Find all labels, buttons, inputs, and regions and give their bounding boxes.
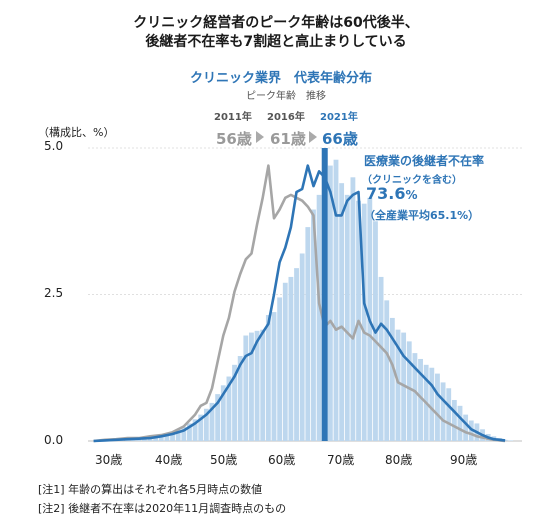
bar-2021 — [463, 414, 469, 441]
bar-2021 — [198, 414, 204, 441]
bar-2021 — [316, 194, 322, 441]
successor-rate-value: 73.6 — [366, 184, 406, 203]
bar-2021 — [271, 312, 277, 441]
bar-2021 — [192, 419, 198, 441]
x-tick-label: 90歳 — [450, 453, 478, 467]
peak-age-2021: 66歳 — [322, 130, 358, 148]
bar-2021 — [311, 209, 316, 441]
bar-2021 — [260, 329, 266, 441]
y-tick-label: 5.0 — [44, 139, 64, 153]
bar-2021 — [288, 276, 294, 441]
peak-year-2016: 2016年 — [267, 112, 305, 123]
bar-2021 — [361, 203, 367, 441]
bar-2021 — [339, 183, 345, 441]
note-1: [注1] 年齢の算出はそれぞれ各5月時点の数値 — [38, 483, 263, 496]
bar-2021 — [412, 353, 418, 441]
peak-2021-line — [321, 148, 328, 441]
bar-2021 — [158, 435, 164, 441]
bar-2021 — [389, 317, 395, 441]
bar-2021 — [226, 376, 232, 441]
bar-2021 — [232, 364, 237, 441]
bar-2021 — [153, 436, 159, 441]
bar-2021 — [170, 432, 175, 441]
bar-2021 — [249, 332, 254, 441]
note-2: [注2] 後継者不在率は2020年11月調査時点のもの — [38, 502, 287, 515]
bar-2021 — [406, 341, 412, 441]
bar-2021 — [203, 408, 209, 441]
bar-2021 — [435, 373, 440, 441]
headline-line-2: 後継者不在率も7割超と高止まりしている — [145, 34, 407, 50]
x-tick-label: 70歳 — [327, 453, 355, 467]
bar-2021 — [508, 440, 514, 441]
bar-2021 — [378, 276, 384, 441]
bar-2021 — [299, 253, 305, 441]
bar-2021 — [237, 356, 243, 441]
peak-year-2011: 2011年 — [214, 112, 252, 123]
arrow-right-icon — [256, 131, 264, 143]
bar-2021 — [418, 358, 423, 441]
y-axis-unit: （構成比、%） — [38, 126, 115, 139]
bar-2021 — [446, 388, 452, 441]
bar-2021 — [333, 159, 339, 441]
bar-2021 — [265, 315, 271, 441]
series-line-2016年 — [93, 164, 506, 443]
bar-2021 — [451, 399, 457, 441]
y-tick-label: 2.5 — [44, 286, 64, 300]
bar-2021 — [384, 300, 390, 441]
bar-2021 — [350, 177, 356, 442]
bar-2021 — [401, 332, 407, 441]
bar-2021 — [440, 382, 446, 441]
bar-2021 — [254, 330, 260, 441]
bar-2021 — [294, 268, 299, 441]
bar-2021 — [209, 402, 215, 441]
bar-2021 — [327, 165, 333, 441]
x-tick-label: 50歳 — [210, 453, 238, 467]
successor-title: 医療業の後継者不在率 — [364, 154, 485, 168]
bar-2021 — [220, 385, 226, 441]
peak-history-label: ピーク年齢 推移 — [246, 91, 326, 102]
headline-line-1: クリニック経営者のピーク年齢は60代後半、 — [133, 15, 419, 31]
industry-average: （全産業平均65.1%） — [364, 209, 480, 222]
arrow-right-icon — [309, 131, 317, 143]
bar-2021 — [457, 405, 463, 441]
bar-2021 — [243, 335, 249, 441]
bar-2021 — [344, 194, 350, 441]
peak-age-2016: 61歳 — [270, 130, 306, 148]
successor-note: （クリニックを含む） — [362, 175, 462, 186]
bar-2021 — [395, 329, 401, 441]
bar-2021 — [305, 227, 311, 441]
successor-rate: 73.6% — [366, 184, 418, 203]
chart-title: クリニック業界 代表年齢分布 — [190, 71, 373, 86]
y-tick-label: 0.0 — [44, 433, 64, 447]
bar-2021 — [429, 367, 435, 441]
bar-2021 — [215, 394, 221, 441]
bar-2021 — [187, 423, 192, 441]
successor-rate-unit: % — [405, 188, 418, 202]
x-tick-label: 40歳 — [155, 453, 183, 467]
bar-2021 — [282, 282, 288, 441]
peak-year-2021: 2021年 — [320, 112, 358, 123]
x-tick-label: 60歳 — [268, 453, 296, 467]
bar-2021 — [181, 426, 187, 441]
x-tick-label: 30歳 — [95, 453, 123, 467]
bar-2021 — [277, 297, 283, 441]
x-tick-label: 80歳 — [385, 453, 413, 467]
bar-2021 — [175, 429, 181, 441]
peak-age-2011: 56歳 — [216, 130, 252, 148]
bar-2021 — [164, 433, 170, 441]
